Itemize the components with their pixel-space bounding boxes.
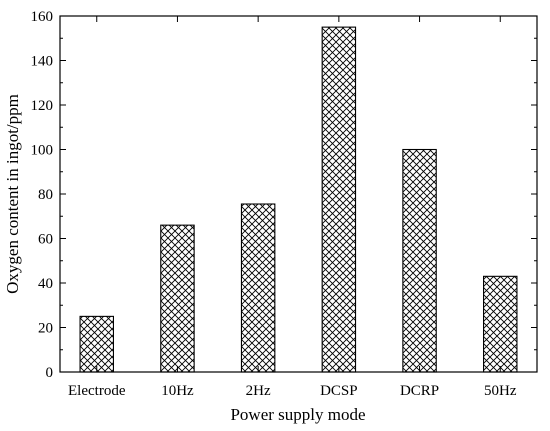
- y-tick-label: 80: [38, 187, 53, 203]
- y-axis-title: Oxygen content in ingot/ppm: [3, 94, 22, 294]
- x-tick-label: 50Hz: [484, 383, 517, 399]
- bar: [483, 275, 518, 373]
- x-tick-label: DCRP: [400, 383, 439, 399]
- y-tick-label: 0: [46, 365, 54, 381]
- x-tick-label: DCSP: [320, 383, 358, 399]
- y-tick-label: 140: [31, 54, 54, 70]
- y-tick-label: 160: [31, 9, 54, 25]
- y-tick-label: 40: [38, 276, 53, 292]
- plot-area: [59, 15, 538, 373]
- y-tick-label: 60: [38, 232, 53, 248]
- bars-group: [79, 26, 518, 373]
- x-axis: Electrode 10Hz 2Hz DCSP DCRP 50Hz: [68, 16, 517, 399]
- bar: [402, 148, 437, 373]
- bar: [240, 203, 276, 373]
- x-axis-title: Power supply mode: [230, 405, 365, 424]
- x-tick-label: Electrode: [68, 383, 126, 399]
- y-tick-label: 100: [31, 143, 54, 159]
- y-tick-label: 120: [31, 98, 54, 114]
- bar: [79, 315, 114, 373]
- bar: [321, 26, 357, 373]
- x-tick-label: 10Hz: [161, 383, 194, 399]
- y-axis: 0 20 40 60 80 100 120 140 160: [31, 9, 537, 381]
- y-tick-label: 20: [38, 321, 53, 337]
- x-tick-label: 2Hz: [246, 383, 271, 399]
- bar: [160, 224, 195, 373]
